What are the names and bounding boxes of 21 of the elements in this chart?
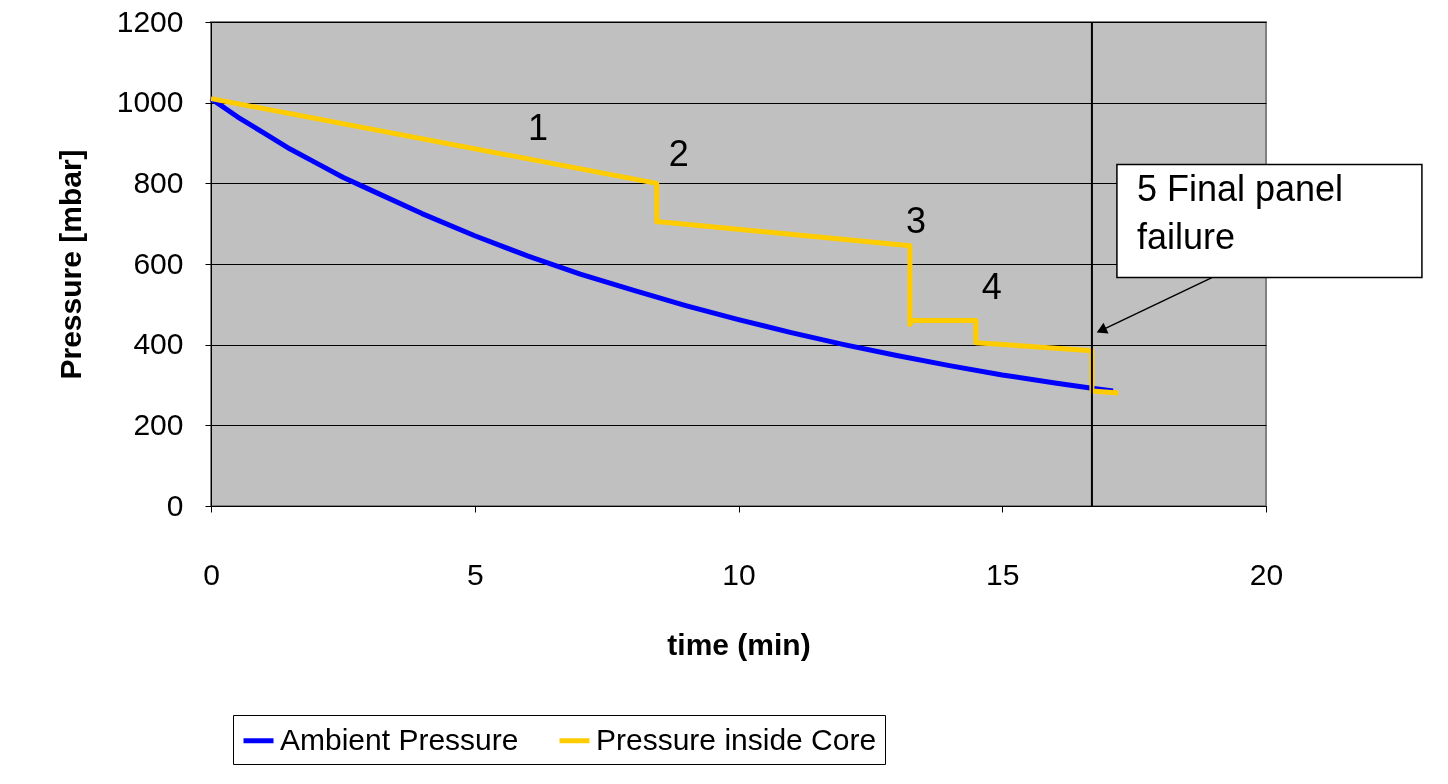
x-tick-label: 10 [722,557,756,591]
y-axis-title: Pressure [mbar] [53,149,87,380]
y-tick-label: 200 [133,407,184,441]
legend-label: Ambient Pressure [280,722,519,756]
annotation: 1 [528,106,549,148]
x-tick-label: 0 [203,557,220,591]
y-tick-label: 0 [166,488,184,522]
x-tick-label: 20 [1249,557,1284,591]
y-tick-label: 800 [133,165,184,199]
x-axis-title: time (min) [667,627,811,661]
y-tick-label: 600 [133,246,184,280]
y-tick-label: 400 [133,327,184,361]
annotation: 5 Final panel failure [1136,167,1344,257]
annotation: 3 [905,199,926,241]
annotation: 2 [668,133,689,175]
x-tick-label: 15 [986,557,1020,591]
y-tick-label: 1000 [116,85,184,119]
annotation: 4 [981,266,1002,308]
x-tick-label: 5 [466,557,484,591]
y-tick-label: 1200 [116,4,184,38]
legend-label: Pressure inside Core [596,722,877,756]
